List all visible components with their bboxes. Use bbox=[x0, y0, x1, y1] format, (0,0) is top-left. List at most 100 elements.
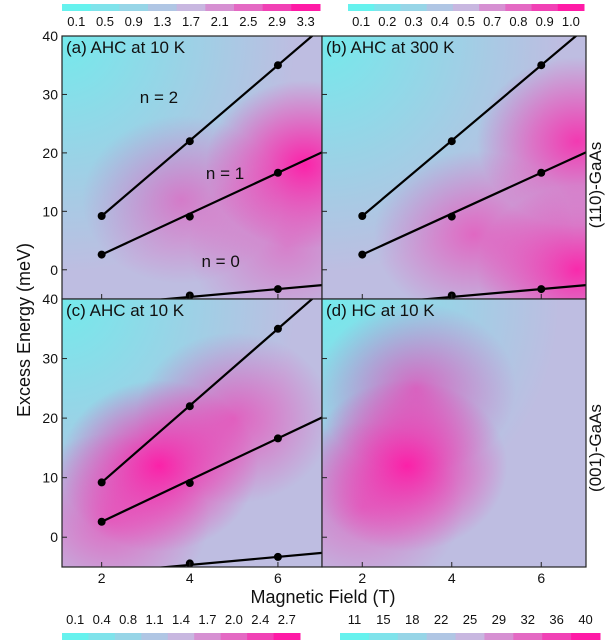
colorbar-tick-label: 0.2 bbox=[378, 14, 396, 29]
data-point bbox=[273, 168, 282, 177]
data-point bbox=[358, 212, 367, 221]
colorbar-tick-label: 1.7 bbox=[182, 14, 200, 29]
colorbar-segment bbox=[505, 4, 533, 11]
colorbar-tick-label: 2.5 bbox=[239, 14, 257, 29]
data-point bbox=[185, 479, 194, 488]
heatmap-hotspot bbox=[187, 162, 322, 299]
data-point bbox=[97, 517, 106, 526]
colorbar-tick-label: 2.1 bbox=[211, 14, 229, 29]
colorbar-tick-label: 18 bbox=[405, 612, 419, 627]
colorbar-segment bbox=[262, 4, 292, 11]
colorbar-segment bbox=[90, 4, 120, 11]
colorbar-tick-label: 29 bbox=[492, 612, 506, 627]
colorbar-segment bbox=[542, 633, 572, 640]
row-label-top: (110)-GaAs bbox=[586, 142, 605, 229]
panel-title: (c) AHC at 10 K bbox=[66, 301, 185, 320]
y-tick-label: 10 bbox=[42, 470, 58, 486]
colorbar-segment bbox=[220, 633, 248, 640]
colorbar-tick-label: 15 bbox=[376, 612, 390, 627]
colorbar-tick-label: 11 bbox=[348, 612, 362, 627]
landau-level-line bbox=[416, 284, 586, 299]
colorbar-tick-label: 1.7 bbox=[198, 612, 216, 627]
colorbar-segment bbox=[531, 4, 559, 11]
colorbar-tick-label: 0.1 bbox=[67, 14, 85, 29]
landau-level-line bbox=[154, 284, 322, 299]
panel-title: (b) AHC at 300 K bbox=[326, 38, 455, 57]
colorbar-tick-label: 3.3 bbox=[297, 14, 315, 29]
heatmap bbox=[62, 36, 322, 299]
colorbar-segment bbox=[340, 633, 370, 640]
y-tick-label: 40 bbox=[42, 28, 58, 44]
x-tick-label: 4 bbox=[448, 570, 456, 586]
landau-level-line bbox=[100, 36, 314, 217]
data-point bbox=[185, 137, 194, 146]
colorbar-segment bbox=[273, 633, 301, 640]
panel-b: (b) AHC at 300 K bbox=[321, 35, 587, 300]
y-tick-label: 0 bbox=[50, 262, 58, 278]
colorbar-segment bbox=[484, 633, 514, 640]
x-axis-label: Magnetic Field (T) bbox=[250, 587, 395, 607]
colorbar-segment bbox=[368, 633, 399, 640]
colorbar-tick-label: 40 bbox=[578, 612, 592, 627]
heatmap-hotspot bbox=[322, 421, 463, 567]
colorbar-tick-label: 0.3 bbox=[405, 14, 423, 29]
colorbar-segment bbox=[479, 4, 506, 11]
panel-d: (d) HC at 10 K 2 4 6 bbox=[321, 298, 587, 586]
data-point bbox=[537, 61, 546, 70]
data-point bbox=[185, 212, 194, 221]
colorbar-tick-label: 0.8 bbox=[509, 14, 527, 29]
colorbar-tick-label: 22 bbox=[434, 612, 448, 627]
colorbar-tick-label: 0.5 bbox=[96, 14, 114, 29]
colorbar-tick-label: 0.9 bbox=[125, 14, 143, 29]
colorbar-segment bbox=[148, 4, 178, 11]
colorbar-segment bbox=[400, 4, 428, 11]
colorbar-segment bbox=[114, 633, 142, 640]
colorbar-segment bbox=[62, 4, 92, 11]
colorbar-segment bbox=[247, 633, 275, 640]
landau-level-line bbox=[154, 551, 322, 567]
colorbar-segment bbox=[141, 633, 169, 640]
colorbar-segment bbox=[119, 4, 149, 11]
colorbar-segment bbox=[291, 4, 321, 11]
colorbar-bottom-right: 11 15 18 22 25 29 32 36 40 bbox=[340, 612, 601, 640]
panel-frame bbox=[321, 298, 587, 568]
data-point bbox=[273, 434, 282, 443]
colorbar-bottom-left: 0.1 0.4 0.8 1.1 1.4 1.7 2.0 2.4 2.7 bbox=[62, 612, 301, 640]
data-point bbox=[447, 212, 456, 221]
colorbar-tick-label: 0.9 bbox=[536, 14, 554, 29]
landau-level-line bbox=[100, 299, 314, 484]
colorbar-top-left: 0.1 0.5 0.9 1.3 1.7 2.1 2.5 2.9 3.3 bbox=[62, 4, 321, 29]
y-tick-label: 30 bbox=[42, 86, 58, 102]
landau-level-line bbox=[361, 36, 578, 217]
data-point bbox=[273, 324, 282, 333]
colorbar-tick-label: 0.1 bbox=[352, 14, 370, 29]
landau-level-line bbox=[361, 151, 586, 256]
panel-a: n = 2 n = 1 n = 0 (a) AHC at 10 K 0 10 20 30 40 bbox=[42, 28, 323, 300]
colorbar-segment bbox=[397, 633, 428, 640]
y-axis-label: Excess Energy (meV) bbox=[14, 243, 34, 417]
landau-level-label: n = 0 bbox=[201, 252, 239, 271]
data-point bbox=[537, 168, 546, 177]
data-point bbox=[185, 402, 194, 411]
colorbar-segment bbox=[176, 4, 206, 11]
data-point bbox=[97, 212, 106, 221]
colorbar-segment bbox=[88, 633, 116, 640]
x-tick-label: 6 bbox=[274, 570, 282, 586]
colorbar-tick-label: 2.0 bbox=[225, 612, 243, 627]
colorbar-tick-label: 1.4 bbox=[172, 612, 190, 627]
y-tick-label: 20 bbox=[42, 410, 58, 426]
colorbar-tick-label: 0.4 bbox=[93, 612, 111, 627]
colorbar-segment bbox=[426, 4, 454, 11]
colorbar-tick-label: 32 bbox=[521, 612, 535, 627]
row-label-bottom: (001)-GaAs bbox=[586, 404, 605, 492]
colorbar-tick-label: 0.5 bbox=[457, 14, 475, 29]
data-point bbox=[273, 285, 282, 294]
colorbar-tick-label: 0.8 bbox=[119, 612, 137, 627]
colorbar-tick-label: 0.7 bbox=[483, 14, 501, 29]
colorbar-tick-label: 1.0 bbox=[562, 14, 580, 29]
x-tick-label: 2 bbox=[358, 570, 366, 586]
data-point bbox=[358, 250, 367, 259]
panel-c: (c) AHC at 10 K 2 4 6 0 10 20 30 40 bbox=[42, 291, 323, 586]
x-tick-label: 6 bbox=[537, 570, 545, 586]
